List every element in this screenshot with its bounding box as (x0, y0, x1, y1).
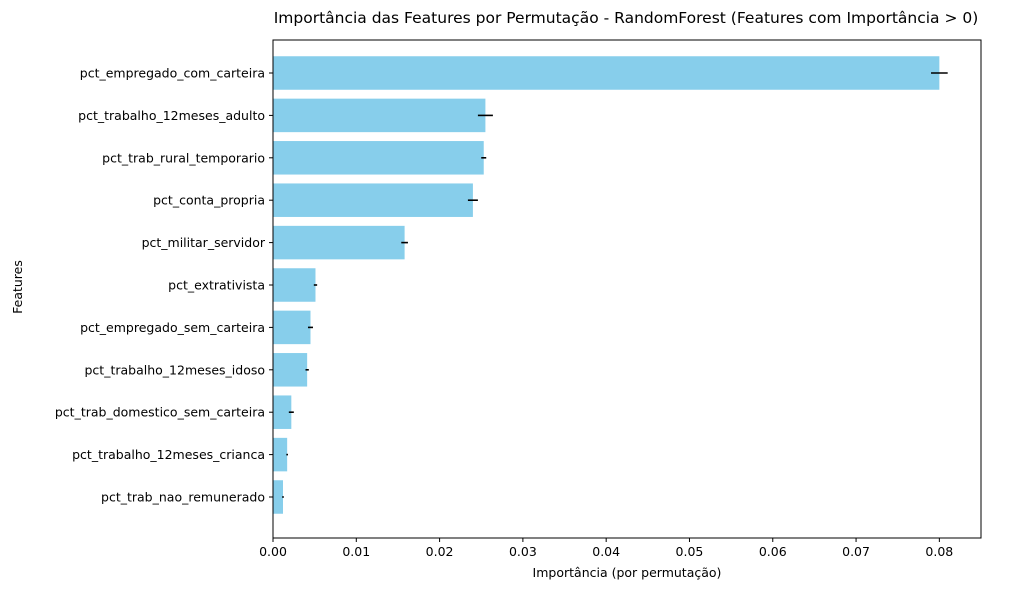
bar-pct_empregado_com_carteira (273, 56, 940, 90)
x-tick-label: 0.07 (842, 544, 870, 559)
plot-area-frame (272, 39, 982, 539)
x-tick-label: 0.03 (509, 544, 537, 559)
x-tick-label: 0.05 (676, 544, 704, 559)
bar-pct_trab_rural_temporario (273, 141, 484, 175)
bars-layer (273, 56, 940, 514)
x-tick-label: 0.02 (426, 544, 454, 559)
y-tick-label: pct_trab_rural_temporario (102, 150, 265, 165)
y-tick-label: pct_trabalho_12meses_adulto (78, 108, 265, 123)
bar-pct_trab_domestico_sem_carteira (273, 395, 292, 429)
x-tick-label: 0.01 (342, 544, 370, 559)
y-tick-label: pct_militar_servidor (142, 235, 266, 250)
bar-pct_trab_nao_remunerado (273, 480, 283, 514)
y-tick-label: pct_trabalho_12meses_crianca (72, 447, 265, 462)
bar-pct_extrativista (273, 268, 316, 302)
x-tick-label: 0.04 (592, 544, 620, 559)
y-tick-label: pct_empregado_com_carteira (80, 66, 265, 81)
y-tick-label: pct_empregado_sem_carteira (80, 320, 265, 335)
chart-title: Importância das Features por Permutação … (274, 9, 979, 27)
x-tick-label: 0.00 (259, 544, 287, 559)
bar-pct_conta_propria (273, 183, 473, 217)
y-axis: pct_empregado_com_carteira pct_trabalho_1… (55, 66, 273, 505)
bar-pct_trabalho_12meses_crianca (273, 437, 288, 472)
y-tick-label: pct_trab_domestico_sem_carteira (55, 405, 265, 420)
x-axis: 0.00 0.01 0.02 0.03 0.04 0.05 0.06 0.07 0.08 (259, 538, 953, 559)
bar-pct_trabalho_12meses_idoso (273, 353, 308, 387)
y-tick-label: pct_trab_nao_remunerado (101, 490, 265, 505)
y-axis-label: Features (10, 260, 25, 314)
y-tick-label: pct_conta_propria (153, 193, 265, 208)
y-tick-label: pct_extrativista (168, 278, 265, 293)
x-tick-label: 0.08 (925, 544, 953, 559)
x-tick-label: 0.06 (759, 544, 787, 559)
x-axis-label: Importância (por permutação) (533, 565, 722, 580)
bar-pct_militar_servidor (273, 225, 405, 260)
error-bars-layer (282, 72, 948, 498)
bar-pct_empregado_sem_carteira (273, 310, 311, 345)
y-tick-label: pct_trabalho_12meses_idoso (85, 362, 266, 377)
bar-pct_trabalho_12meses_adulto (273, 98, 486, 133)
